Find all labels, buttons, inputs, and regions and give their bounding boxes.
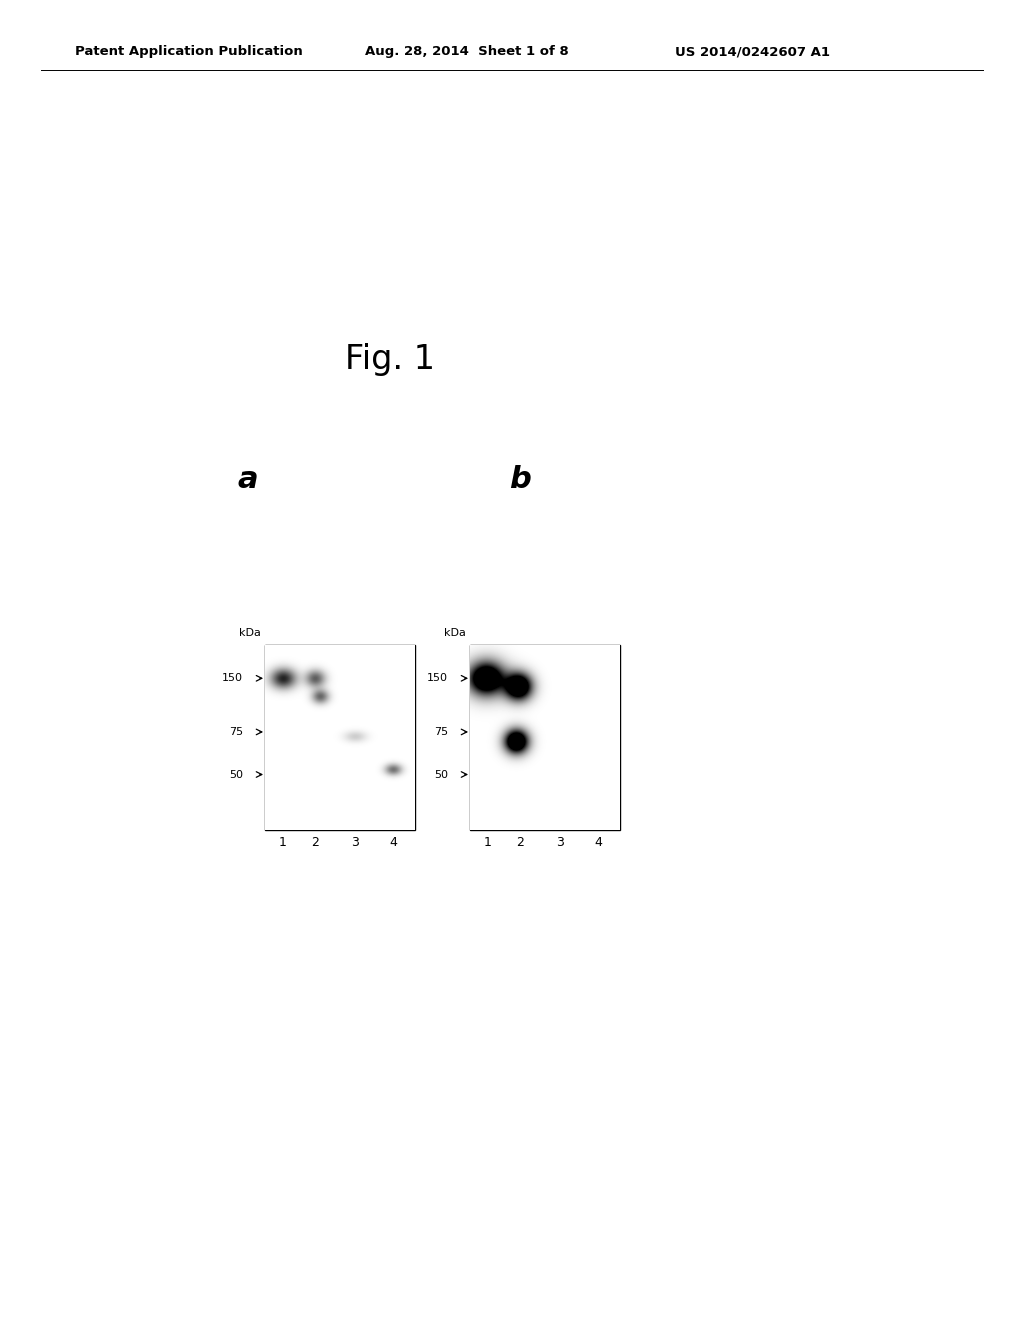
Text: 3: 3 (351, 837, 359, 850)
Text: 150: 150 (222, 673, 243, 684)
Text: 75: 75 (434, 727, 449, 737)
Text: b: b (509, 466, 530, 495)
Bar (470, 645, 620, 830)
Text: 3: 3 (556, 837, 564, 850)
Text: Fig. 1: Fig. 1 (345, 343, 435, 376)
Text: US 2014/0242607 A1: US 2014/0242607 A1 (675, 45, 830, 58)
Text: 1: 1 (280, 837, 287, 850)
Text: 75: 75 (229, 727, 243, 737)
Text: 50: 50 (229, 770, 243, 780)
Bar (265, 645, 415, 830)
Text: Aug. 28, 2014  Sheet 1 of 8: Aug. 28, 2014 Sheet 1 of 8 (365, 45, 568, 58)
Text: Patent Application Publication: Patent Application Publication (75, 45, 303, 58)
Text: 2: 2 (311, 837, 318, 850)
Text: 150: 150 (427, 673, 449, 684)
Text: 4: 4 (389, 837, 397, 850)
Text: 50: 50 (434, 770, 449, 780)
Text: 1: 1 (484, 837, 492, 850)
Text: 2: 2 (516, 837, 524, 850)
Text: kDa: kDa (444, 628, 466, 638)
Text: 4: 4 (594, 837, 602, 850)
Text: kDa: kDa (240, 628, 261, 638)
Text: a: a (238, 466, 258, 495)
